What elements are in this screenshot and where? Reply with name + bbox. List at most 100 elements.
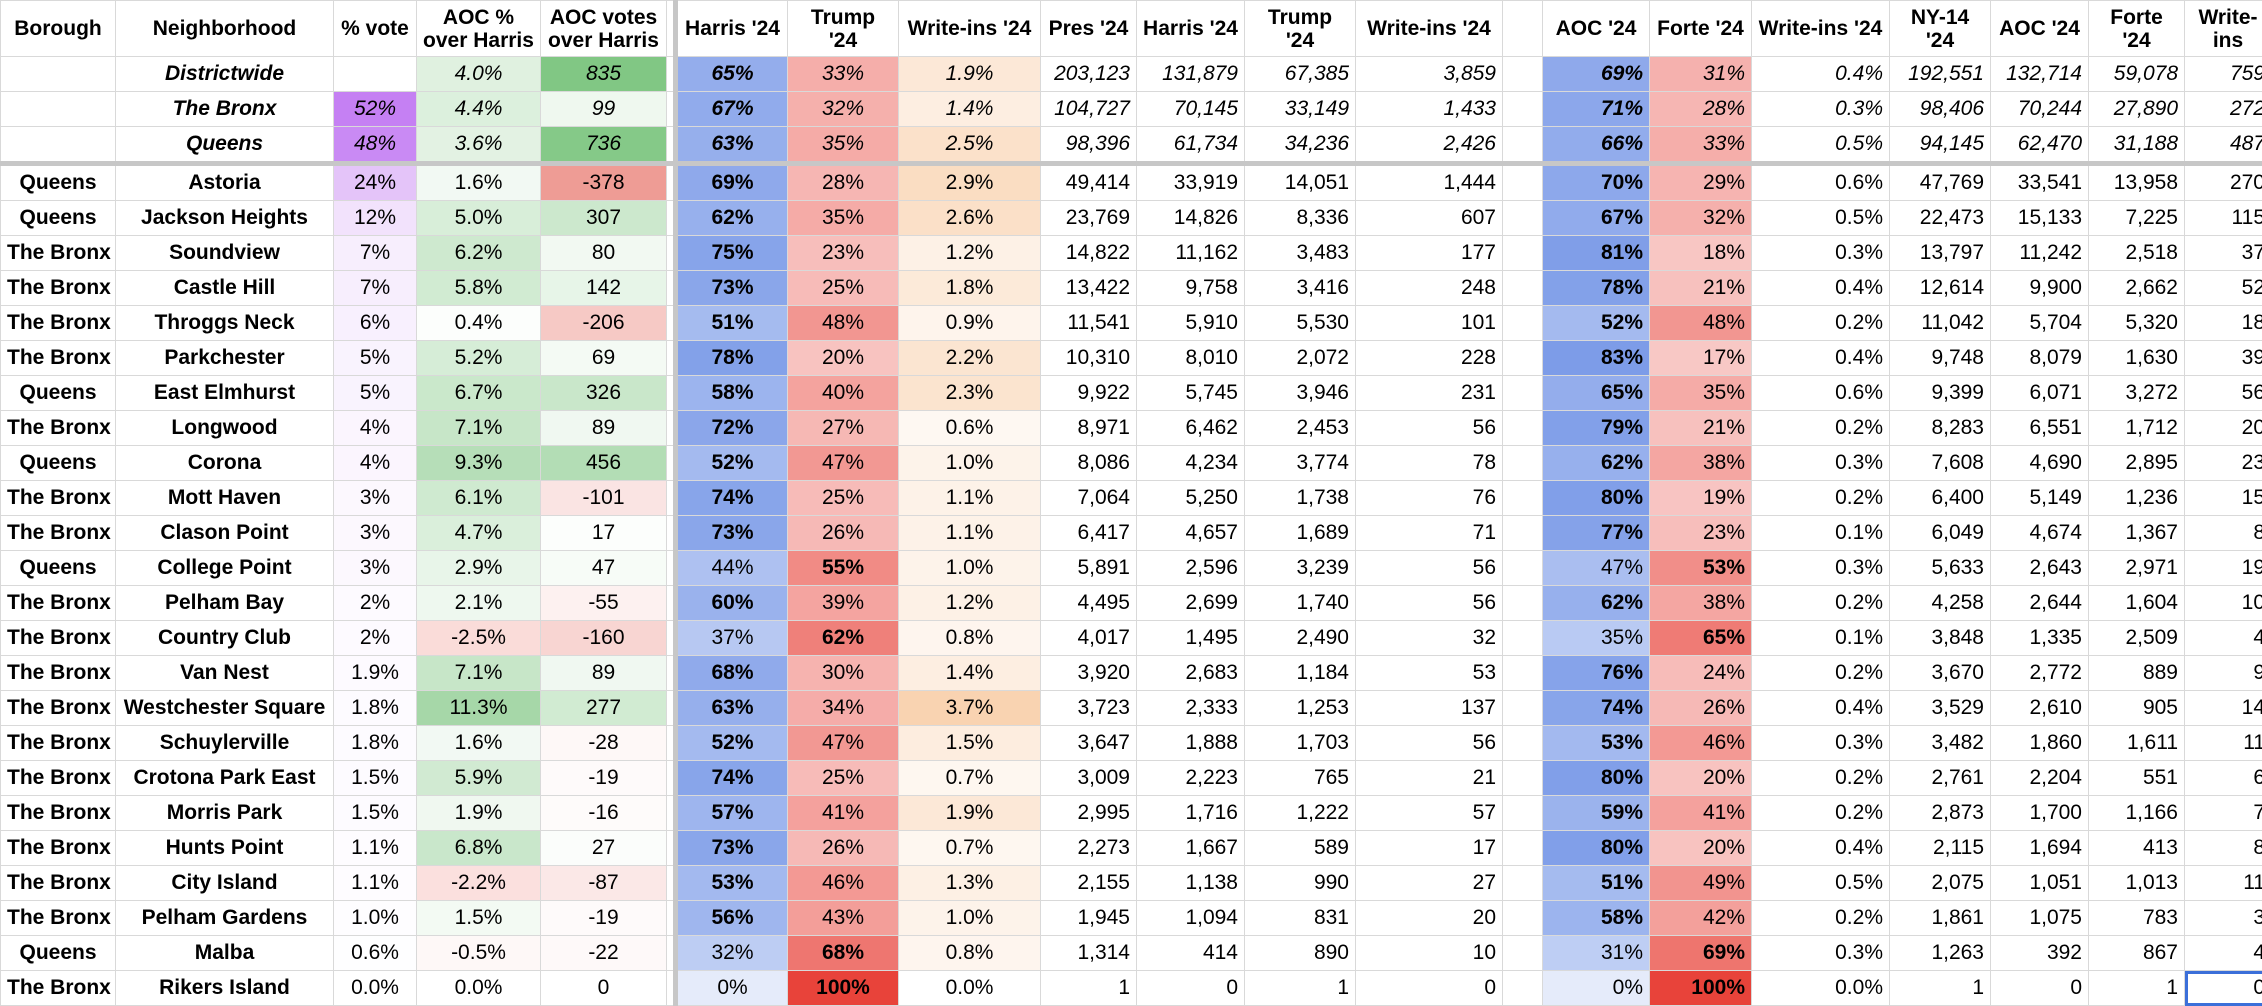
cell-aoc-pct[interactable]: 47% xyxy=(1543,551,1650,586)
cell-aoc-votes[interactable]: 4,674 xyxy=(1991,516,2089,551)
cell-pct-vote[interactable]: 0.6% xyxy=(334,936,417,971)
cell-spacer[interactable] xyxy=(1503,341,1543,376)
cell-aoc-pct-over-harris[interactable]: 5.8% xyxy=(417,271,541,306)
cell-spacer[interactable] xyxy=(1503,127,1543,164)
cell-forte-votes[interactable]: 27,890 xyxy=(2089,92,2185,127)
cell-pct-vote[interactable]: 7% xyxy=(334,271,417,306)
cell-writeins-pct[interactable]: 0.7% xyxy=(899,761,1041,796)
cell-pres-total[interactable]: 3,920 xyxy=(1041,656,1137,691)
cell-ny14-total[interactable]: 3,482 xyxy=(1890,726,1991,761)
cell-aoc-pct-over-harris[interactable]: 2.9% xyxy=(417,551,541,586)
cell-neighborhood[interactable]: Mott Haven xyxy=(116,481,334,516)
cell-aoc-votes-over-harris[interactable]: -28 xyxy=(541,726,667,761)
cell-pres-total[interactable]: 49,414 xyxy=(1041,164,1137,201)
cell-writeins-pct[interactable]: 1.1% xyxy=(899,516,1041,551)
cell-aoc-pct-over-harris[interactable]: 5.9% xyxy=(417,761,541,796)
cell-aoc-pct-over-harris[interactable]: 1.9% xyxy=(417,796,541,831)
cell-ny14-writeins-pct[interactable]: 0.3% xyxy=(1752,936,1890,971)
cell-pres-total[interactable]: 11,541 xyxy=(1041,306,1137,341)
cell-writeins-votes[interactable]: 137 xyxy=(1356,691,1503,726)
cell-writeins-votes[interactable]: 1,444 xyxy=(1356,164,1503,201)
cell-pct-vote[interactable]: 24% xyxy=(334,164,417,201)
cell-harris-votes[interactable]: 414 xyxy=(1137,936,1245,971)
cell-ny14-writeins-pct[interactable]: 0.3% xyxy=(1752,726,1890,761)
cell-harris-votes[interactable]: 2,333 xyxy=(1137,691,1245,726)
cell-aoc-pct[interactable]: 81% xyxy=(1543,236,1650,271)
cell-neighborhood[interactable]: East Elmhurst xyxy=(116,376,334,411)
cell-pct-vote[interactable]: 0.0% xyxy=(334,971,417,1006)
cell-pres-total[interactable]: 3,009 xyxy=(1041,761,1137,796)
cell-writeins-pct[interactable]: 0.6% xyxy=(899,411,1041,446)
cell-forte-votes[interactable]: 413 xyxy=(2089,831,2185,866)
cell-trump-votes[interactable]: 831 xyxy=(1245,901,1356,936)
cell-writeins-pct[interactable]: 2.5% xyxy=(899,127,1041,164)
cell-writeins-pct[interactable]: 2.6% xyxy=(899,201,1041,236)
cell-ny14-writeins-votes[interactable]: 4 xyxy=(2185,621,2262,656)
cell-ny14-total[interactable]: 2,873 xyxy=(1890,796,1991,831)
cell-ny14-total[interactable]: 1,861 xyxy=(1890,901,1991,936)
cell-aoc-pct[interactable]: 80% xyxy=(1543,481,1650,516)
cell-aoc-votes-over-harris[interactable]: -16 xyxy=(541,796,667,831)
cell-aoc-pct-over-harris[interactable]: 6.1% xyxy=(417,481,541,516)
cell-ny14-writeins-pct[interactable]: 0.4% xyxy=(1752,691,1890,726)
cell-aoc-votes-over-harris[interactable]: 456 xyxy=(541,446,667,481)
cell-trump-votes[interactable]: 1,689 xyxy=(1245,516,1356,551)
cell-forte-pct[interactable]: 41% xyxy=(1650,796,1752,831)
cell-ny14-writeins-votes[interactable]: 9 xyxy=(2185,656,2262,691)
cell-trump-pct[interactable]: 25% xyxy=(788,271,899,306)
cell-ny14-total[interactable]: 5,633 xyxy=(1890,551,1991,586)
cell-pres-total[interactable]: 1,945 xyxy=(1041,901,1137,936)
cell-writeins-pct[interactable]: 1.3% xyxy=(899,866,1041,901)
cell-pres-total[interactable]: 13,422 xyxy=(1041,271,1137,306)
cell-writeins-pct[interactable]: 1.4% xyxy=(899,92,1041,127)
cell-forte-votes[interactable]: 59,078 xyxy=(2089,57,2185,92)
cell-forte-pct[interactable]: 20% xyxy=(1650,761,1752,796)
cell-writeins-votes[interactable]: 21 xyxy=(1356,761,1503,796)
column-header-forte-votes[interactable]: Forte '24 xyxy=(2089,1,2185,57)
cell-harris-pct[interactable]: 52% xyxy=(676,726,788,761)
cell-pres-total[interactable]: 104,727 xyxy=(1041,92,1137,127)
cell-writeins-votes[interactable]: 231 xyxy=(1356,376,1503,411)
cell-harris-pct[interactable]: 57% xyxy=(676,796,788,831)
cell-borough[interactable] xyxy=(1,92,116,127)
cell-trump-pct[interactable]: 34% xyxy=(788,691,899,726)
cell-harris-pct[interactable]: 37% xyxy=(676,621,788,656)
cell-pct-vote[interactable]: 3% xyxy=(334,481,417,516)
cell-spacer[interactable] xyxy=(1503,691,1543,726)
cell-pres-total[interactable]: 2,273 xyxy=(1041,831,1137,866)
cell-aoc-votes-over-harris[interactable]: 142 xyxy=(541,271,667,306)
cell-ny14-total[interactable]: 1 xyxy=(1890,971,1991,1006)
cell-ny14-writeins-pct[interactable]: 0.3% xyxy=(1752,236,1890,271)
cell-neighborhood[interactable]: Clason Point xyxy=(116,516,334,551)
cell-trump-votes[interactable]: 3,774 xyxy=(1245,446,1356,481)
cell-pres-total[interactable]: 8,086 xyxy=(1041,446,1137,481)
cell-harris-pct[interactable]: 78% xyxy=(676,341,788,376)
cell-borough[interactable]: The Bronx xyxy=(1,726,116,761)
cell-ny14-writeins-pct[interactable]: 0.2% xyxy=(1752,306,1890,341)
cell-borough[interactable]: Queens xyxy=(1,446,116,481)
cell-spacer[interactable] xyxy=(1503,271,1543,306)
cell-pct-vote[interactable]: 3% xyxy=(334,551,417,586)
cell-ny14-total[interactable]: 192,551 xyxy=(1890,57,1991,92)
cell-ny14-total[interactable]: 9,748 xyxy=(1890,341,1991,376)
cell-trump-votes[interactable]: 2,490 xyxy=(1245,621,1356,656)
cell-pct-vote[interactable]: 7% xyxy=(334,236,417,271)
cell-writeins-votes[interactable]: 10 xyxy=(1356,936,1503,971)
cell-ny14-writeins-votes[interactable]: 7 xyxy=(2185,796,2262,831)
column-header-harris-votes[interactable]: Harris '24 xyxy=(1137,1,1245,57)
cell-harris-pct[interactable]: 63% xyxy=(676,691,788,726)
cell-spacer[interactable] xyxy=(1503,936,1543,971)
cell-spacer[interactable] xyxy=(1503,446,1543,481)
cell-aoc-pct-over-harris[interactable]: 5.2% xyxy=(417,341,541,376)
cell-aoc-votes[interactable]: 1,335 xyxy=(1991,621,2089,656)
cell-harris-votes[interactable]: 2,596 xyxy=(1137,551,1245,586)
cell-forte-votes[interactable]: 1,166 xyxy=(2089,796,2185,831)
cell-borough[interactable]: The Bronx xyxy=(1,761,116,796)
column-header-borough[interactable]: Borough xyxy=(1,1,116,57)
cell-ny14-writeins-votes[interactable]: 11 xyxy=(2185,866,2262,901)
cell-writeins-pct[interactable]: 1.2% xyxy=(899,236,1041,271)
cell-aoc-pct-over-harris[interactable]: 1.6% xyxy=(417,164,541,201)
cell-pct-vote[interactable]: 5% xyxy=(334,376,417,411)
cell-aoc-votes-over-harris[interactable]: 99 xyxy=(541,92,667,127)
cell-aoc-pct-over-harris[interactable]: -0.5% xyxy=(417,936,541,971)
